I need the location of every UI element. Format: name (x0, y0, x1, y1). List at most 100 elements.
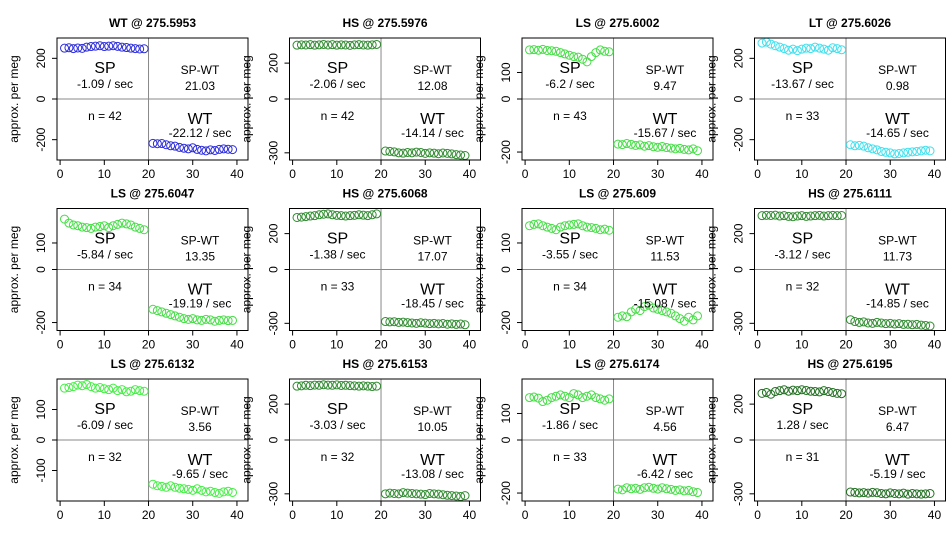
data-point (113, 41, 123, 51)
data-point (117, 218, 127, 228)
data-point (148, 304, 158, 314)
data-point (64, 43, 74, 53)
data-point (201, 146, 211, 156)
sp-label: SP (792, 401, 813, 418)
sp-rate: -1.09 / sec (77, 77, 133, 91)
sp-label: SP (94, 401, 115, 418)
data-point (60, 383, 70, 393)
data-point (179, 314, 189, 324)
data-point (670, 311, 680, 321)
data-point (693, 146, 703, 156)
data-point (693, 488, 703, 498)
data-point (319, 380, 329, 390)
data-point (126, 386, 136, 396)
data-point (77, 43, 87, 53)
wt-label: WT (188, 452, 213, 469)
data-point (416, 318, 426, 328)
data-point (403, 488, 413, 498)
data-point (586, 223, 596, 233)
data-point (560, 221, 570, 231)
data-point (292, 381, 302, 391)
data-point (398, 317, 408, 327)
data-point (814, 387, 824, 397)
data-point (635, 140, 645, 150)
data-point (622, 483, 632, 493)
data-point (863, 318, 873, 328)
data-point (157, 139, 167, 149)
sp-label: SP (559, 231, 580, 248)
data-point (538, 221, 548, 231)
data-point (135, 386, 145, 396)
data-point (837, 210, 847, 220)
data-point (219, 487, 229, 497)
data-point (345, 381, 355, 391)
data-point (547, 46, 557, 56)
data-point (586, 390, 596, 400)
data-point (569, 52, 579, 62)
sp-rate: -5.84 / sec (77, 248, 133, 262)
data-point (108, 41, 118, 51)
n-label: n = 33 (786, 109, 820, 123)
y-tick-label: 200 (267, 394, 281, 414)
data-point (161, 308, 171, 318)
x-tick-label: 0 (754, 338, 761, 352)
data-point (205, 315, 215, 325)
wt-rate: -19.19 / sec (169, 297, 232, 311)
x-tick-label: 30 (651, 508, 665, 522)
y-tick-label: -300 (267, 311, 281, 335)
data-point (358, 40, 368, 50)
data-point (192, 144, 202, 154)
data-point (345, 40, 355, 50)
x-tick-label: 0 (522, 338, 529, 352)
sp-rate: -1.38 / sec (309, 248, 365, 262)
y-tick-label: 0 (34, 436, 48, 443)
data-point (170, 311, 180, 321)
data-point (850, 141, 860, 151)
data-point (90, 41, 100, 51)
n-label: n = 31 (786, 450, 820, 464)
diff-value: 3.56 (188, 420, 212, 434)
data-point (916, 146, 926, 156)
data-point (429, 318, 439, 328)
data-point (595, 225, 605, 235)
data-point (823, 387, 833, 397)
data-point (214, 488, 224, 498)
wt-label: WT (653, 452, 678, 469)
data-point (170, 482, 180, 492)
data-point (872, 317, 882, 327)
sp-rate: -2.06 / sec (309, 77, 365, 91)
x-tick-label: 30 (884, 508, 898, 522)
x-tick-label: 20 (374, 338, 388, 352)
y-axis-label: approx. per meg (7, 396, 21, 483)
data-point (219, 144, 229, 154)
x-tick-label: 40 (230, 167, 244, 181)
data-point (451, 319, 461, 329)
data-point (451, 150, 461, 160)
data-point (341, 380, 351, 390)
plot-frame (754, 208, 946, 331)
y-tick-label: -100 (34, 458, 48, 482)
data-point (639, 483, 649, 493)
data-point (916, 489, 926, 499)
data-point (64, 218, 74, 228)
data-point (166, 310, 176, 320)
data-point (451, 491, 461, 501)
data-point (859, 141, 869, 151)
data-point (644, 141, 654, 151)
data-point (305, 211, 315, 221)
plot-frame (289, 378, 481, 502)
x-tick-label: 40 (695, 338, 709, 352)
x-tick-label: 10 (563, 167, 577, 181)
y-axis-label: approx. per meg (705, 396, 719, 483)
y-axis-label: approx. per meg (705, 226, 719, 313)
data-point (569, 389, 579, 399)
data-point (174, 483, 184, 493)
data-point (121, 387, 131, 397)
data-point (95, 383, 105, 393)
data-point (564, 220, 574, 230)
x-tick-label: 10 (795, 508, 809, 522)
data-point (801, 211, 811, 221)
x-tick-label: 40 (928, 508, 942, 522)
data-point (770, 210, 780, 220)
data-point (912, 319, 922, 329)
